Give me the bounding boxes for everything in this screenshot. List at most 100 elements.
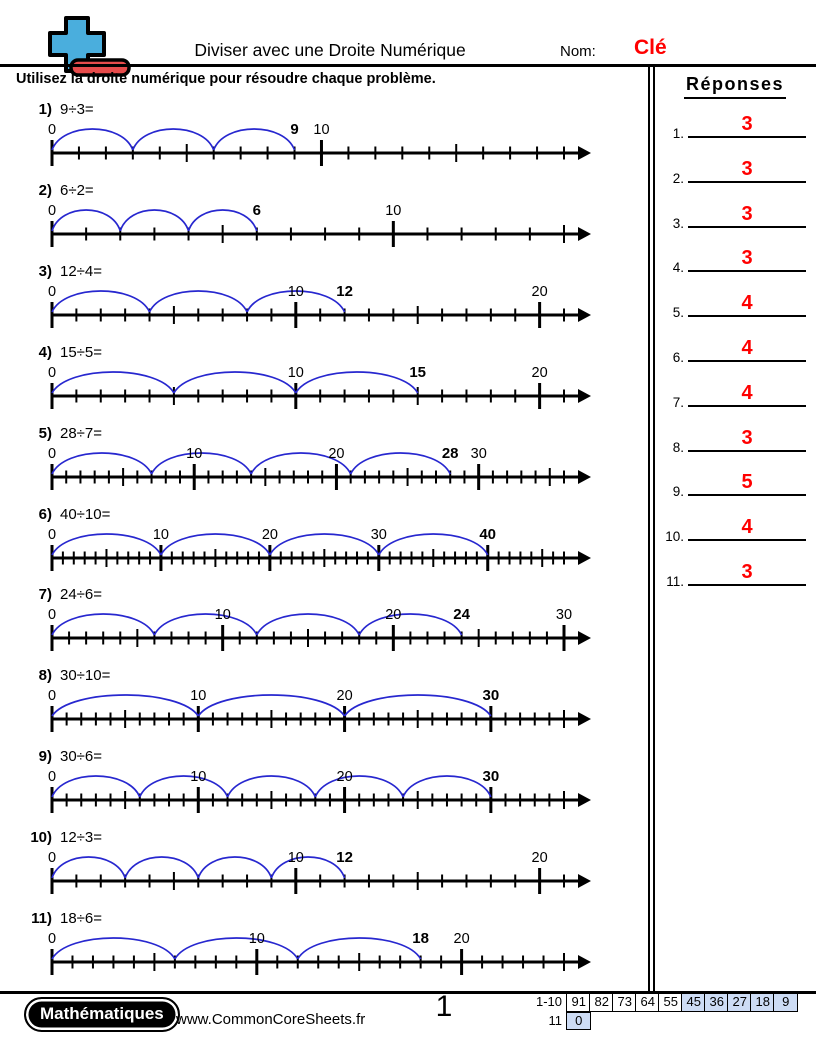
tick-labels: 0 10 12 20 [48, 283, 548, 300]
score-row-label: 11 [548, 1012, 563, 1028]
problem-heading: 7) 24÷6= [0, 586, 102, 603]
answer-index: 3. [672, 215, 684, 231]
problem-expression: 40÷10= [60, 505, 111, 523]
svg-text:10: 10 [385, 203, 401, 219]
score-cell: 55 [658, 993, 683, 1012]
problem-heading: 9) 30÷6= [0, 748, 102, 765]
arrowhead-icon [578, 388, 591, 403]
answers-separator-line [648, 67, 655, 993]
problem-8: 8) 30÷10= 0 10 20 30 [0, 667, 648, 745]
svg-text:30: 30 [556, 607, 572, 623]
problem-number: 1) [38, 101, 52, 118]
svg-text:10: 10 [190, 688, 206, 704]
svg-text:20: 20 [454, 931, 470, 947]
answer-row: 8. 3 [650, 419, 808, 455]
svg-text:20: 20 [337, 688, 353, 704]
score-cell: 64 [635, 993, 660, 1012]
answer-underline [688, 449, 806, 452]
problem-1: 1) 9÷3= 0 9 10 [0, 101, 648, 179]
problem-expression: 18÷6= [60, 910, 103, 927]
score-cell: 36 [704, 993, 729, 1012]
arrowhead-icon [578, 469, 591, 484]
svg-text:6: 6 [253, 202, 261, 219]
problem-heading: 5) 28÷7= [0, 425, 102, 442]
number-line: 0 10 20 30 [48, 687, 591, 733]
tick-labels: 0 9 10 [48, 121, 330, 138]
svg-text:0: 0 [48, 122, 56, 138]
svg-text:0: 0 [48, 203, 56, 219]
arrowhead-icon [578, 874, 591, 889]
svg-text:20: 20 [532, 365, 548, 381]
answer-value: 5 [741, 471, 753, 494]
problem-number: 6) [38, 505, 52, 523]
score-cell: 45 [681, 993, 706, 1012]
svg-text:30: 30 [371, 527, 387, 543]
problem-6: 6) 40÷10= 0 10 20 30 40 [0, 506, 648, 584]
svg-text:20: 20 [328, 446, 344, 462]
problem-number: 2) [38, 181, 52, 199]
svg-text:10: 10 [215, 607, 231, 623]
tick-labels: 0 10 20 30 40 [48, 526, 496, 543]
answer-row: 9. 5 [650, 463, 808, 499]
answer-value: 4 [741, 381, 753, 404]
answer-index: 4. [672, 260, 684, 276]
score-cell: 18 [750, 993, 775, 1012]
answer-value: 4 [741, 516, 753, 539]
problem-3: 3) 12÷4= 0 10 12 20 [0, 263, 648, 341]
svg-text:20: 20 [337, 769, 353, 785]
answer-row: 5. 4 [650, 284, 808, 320]
problem-7: 7) 24÷6= 0 10 20 24 30 [0, 586, 648, 664]
problem-10: 10) 12÷3= 0 10 12 20 [0, 829, 648, 907]
page-title: Diviser avec une Droite Numérique [194, 40, 466, 60]
site-url: www.CommonCoreSheets.fr [176, 1011, 366, 1028]
answer-row: 6. 4 [650, 329, 808, 365]
problem-number: 4) [38, 343, 52, 361]
svg-text:20: 20 [532, 284, 548, 300]
svg-text:30: 30 [483, 768, 500, 785]
answer-underline [688, 494, 806, 497]
svg-text:0: 0 [48, 446, 56, 462]
answer-underline [688, 270, 806, 273]
problem-9: 9) 30÷6= 0 10 20 30 [0, 748, 648, 826]
jump-arcs [51, 775, 492, 798]
svg-text:0: 0 [48, 769, 56, 785]
ticks [50, 544, 565, 571]
svg-text:12: 12 [336, 283, 353, 300]
score-row: 11 0 [520, 1011, 591, 1030]
problem-number: 8) [38, 667, 52, 685]
score-cell: 82 [589, 993, 614, 1012]
svg-text:10: 10 [190, 769, 206, 785]
answer-value: 3 [741, 157, 753, 180]
answer-row: 11. 3 [650, 553, 808, 589]
tick-labels: 0 10 12 20 [48, 849, 548, 866]
jump-arcs [51, 856, 346, 879]
svg-text:0: 0 [48, 365, 56, 381]
tick-labels: 0 10 20 28 30 [48, 445, 487, 462]
svg-text:10: 10 [186, 446, 202, 462]
svg-text:10: 10 [288, 850, 304, 866]
svg-text:10: 10 [249, 931, 265, 947]
problem-number: 10) [30, 829, 52, 847]
score-row: 1-10 91 82 73 64 55 45 36 27 18 9 [520, 993, 798, 1012]
problem-heading: 11) 18÷6= [0, 910, 102, 927]
ticks [50, 382, 565, 409]
svg-text:20: 20 [385, 607, 401, 623]
arrowhead-icon [578, 550, 591, 565]
tick-labels: 0 10 20 24 30 [48, 606, 572, 623]
number-line: 0 9 10 [48, 121, 591, 166]
answer-index: 11. [666, 574, 684, 589]
score-cell: 9 [773, 993, 798, 1012]
score-cell: 73 [612, 993, 637, 1012]
problem-11: 11) 18÷6= 0 10 18 20 [0, 910, 648, 988]
number-line: 0 10 20 30 [48, 768, 591, 814]
answer-index: 7. [672, 394, 684, 410]
answer-key-value: Clé [634, 36, 667, 59]
problem-number: 3) [38, 262, 52, 280]
answer-index: 1. [672, 126, 684, 141]
answers-title: Réponses [684, 74, 787, 99]
problem-number: 11) [31, 910, 52, 927]
problem-expression: 12÷4= [60, 262, 103, 280]
number-line: 0 10 12 20 [48, 849, 591, 895]
problem-expression: 24÷6= [60, 586, 103, 604]
